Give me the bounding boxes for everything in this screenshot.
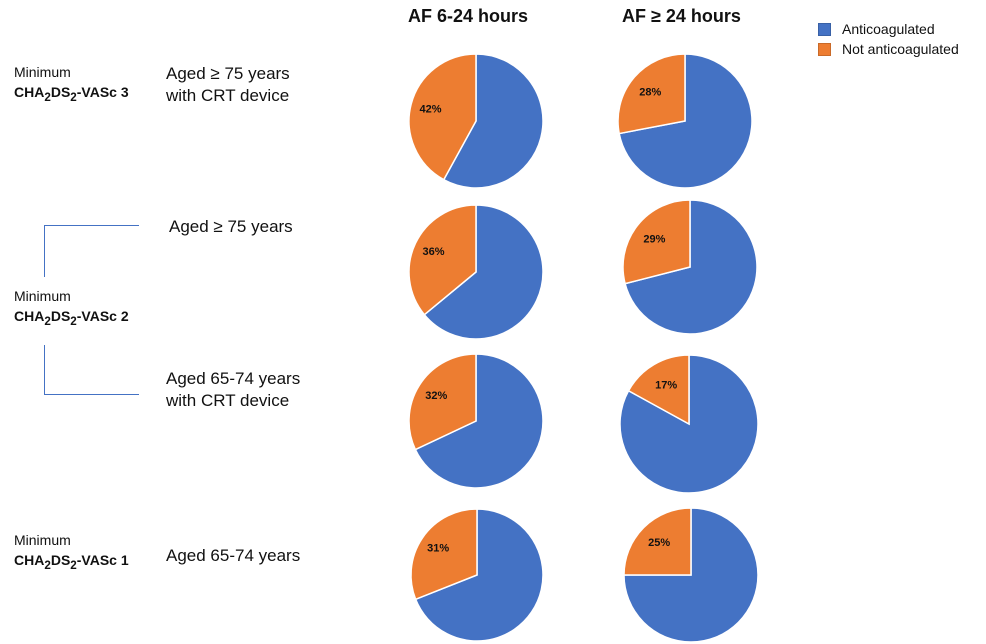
legend-swatch-anticoagulated — [818, 22, 831, 36]
column-header-af-24-plus: AF ≥ 24 hours — [622, 6, 741, 26]
pie-slice-anticoagulated — [414, 508, 544, 642]
pie-data-label: 42% — [419, 103, 441, 115]
score-prefix: Minimum — [14, 288, 71, 304]
pie-slice-anticoagulated — [442, 53, 544, 189]
score-name: CHA2DS2-VASc 3 — [14, 84, 129, 104]
pie-slice-anticoagulated — [423, 204, 544, 340]
group-label-line-1: Aged 65-74 years — [166, 369, 301, 388]
legend-item-not-anticoagulated: Not anticoagulated — [818, 39, 959, 59]
group-label-row-3: Aged 65-74 years with CRT device — [166, 368, 300, 412]
pie-slice-not-anticoagulated — [627, 354, 690, 426]
pie-slice-not-anticoagulated — [408, 53, 477, 181]
pie-af-6-24-row-3: 32% — [408, 353, 544, 489]
pie-af-24-plus-row-4: 25% — [623, 507, 759, 643]
group-label-row-4: Aged 65-74 years — [166, 545, 300, 567]
group-label-line-1: Aged ≥ 75 years — [166, 64, 290, 83]
column-header-af-6-24: AF 6-24 hours — [408, 6, 529, 26]
pie-slice-anticoagulated — [623, 507, 759, 643]
pie-slice-anticoagulated — [624, 199, 758, 335]
group-label-row-2: Aged ≥ 75 years — [169, 216, 293, 238]
pie-data-label: 36% — [422, 246, 444, 258]
group-label-row-1: Aged ≥ 75 years with CRT device — [166, 63, 290, 107]
pie-af-24-plus-row-2: 29% — [622, 199, 758, 335]
pie-slice-not-anticoagulated — [622, 199, 691, 285]
pie-data-label: 17% — [655, 379, 677, 391]
pie-data-label: 25% — [648, 537, 670, 549]
legend: Anticoagulated Not anticoagulated — [818, 19, 959, 59]
group-label-line-1: Aged ≥ 75 years — [169, 217, 293, 236]
pie-slice-not-anticoagulated — [410, 508, 478, 601]
pie-slice-not-anticoagulated — [408, 353, 477, 451]
legend-item-anticoagulated: Anticoagulated — [818, 19, 959, 39]
pie-slice-not-anticoagulated — [617, 53, 686, 135]
pie-af-6-24-row-2: 36% — [408, 204, 544, 340]
legend-label-anticoagulated: Anticoagulated — [842, 21, 935, 37]
pie-data-label: 29% — [643, 233, 665, 245]
pie-af-6-24-row-4: 31% — [410, 508, 544, 642]
pie-slice-not-anticoagulated — [408, 204, 477, 316]
bracket-bottom — [44, 345, 139, 395]
group-label-line-1: Aged 65-74 years — [166, 546, 301, 565]
pie-af-24-plus-row-1: 28% — [617, 53, 753, 189]
pie-slice-anticoagulated — [414, 353, 544, 489]
group-label-line-2: with CRT device — [166, 391, 290, 410]
pie-data-label: 28% — [639, 86, 661, 98]
pie-af-24-plus-row-3: 17% — [619, 354, 759, 494]
score-prefix: Minimum — [14, 532, 71, 548]
score-prefix: Minimum — [14, 64, 71, 80]
bracket-top — [44, 225, 139, 277]
legend-swatch-not-anticoagulated — [818, 42, 831, 56]
pie-af-6-24-row-1: 42% — [408, 53, 544, 189]
pie-data-label: 32% — [425, 390, 447, 402]
group-label-line-2: with CRT device — [166, 86, 290, 105]
score-label-vasc-3: Minimum CHA2DS2-VASc 3 — [14, 62, 129, 108]
legend-label-not-anticoagulated: Not anticoagulated — [842, 41, 959, 57]
pie-slice-anticoagulated — [619, 354, 759, 494]
pie-slice-not-anticoagulated — [623, 507, 692, 576]
score-name: CHA2DS2-VASc 1 — [14, 552, 129, 572]
score-name: CHA2DS2-VASc 2 — [14, 308, 129, 328]
pie-data-label: 31% — [427, 543, 449, 555]
score-label-vasc-2: Minimum CHA2DS2-VASc 2 — [14, 286, 129, 332]
score-label-vasc-1: Minimum CHA2DS2-VASc 1 — [14, 530, 129, 576]
